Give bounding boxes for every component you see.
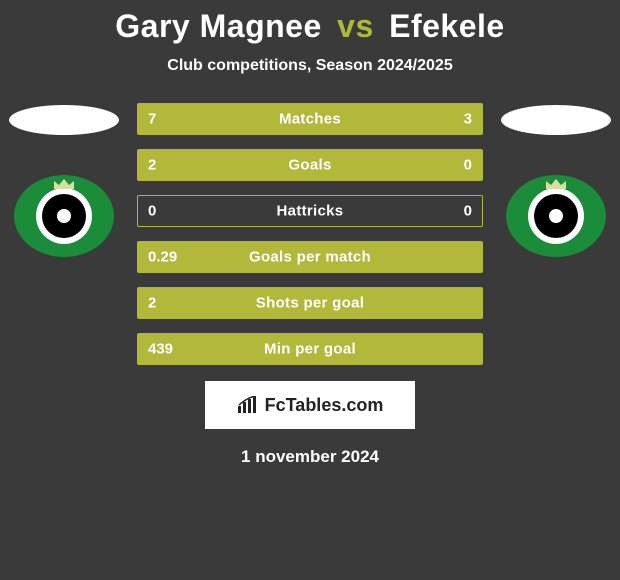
stat-bar-left-value: 0	[148, 203, 156, 220]
stat-bar-row: Shots per goal 2	[137, 287, 483, 319]
main-row: Matches 7 3 Goals 2 0 Hattricks 0 0 Goals per mat…	[0, 103, 620, 365]
attribution-chart-icon	[237, 396, 259, 414]
player2-club-logo	[506, 175, 606, 257]
attribution-text: FcTables.com	[265, 395, 384, 416]
player1-club-logo	[14, 175, 114, 257]
right-player-col	[501, 103, 611, 257]
stat-bar-label: Matches	[279, 111, 341, 128]
stat-bar-label: Goals per match	[249, 249, 371, 266]
stat-bar-right-value: 3	[464, 111, 472, 128]
stat-bar-label: Hattricks	[277, 203, 344, 220]
stat-bar-right-value: 0	[464, 203, 472, 220]
stat-bar-left-value: 0.29	[148, 249, 177, 266]
stat-bar-label: Min per goal	[264, 341, 356, 358]
stat-bar-left-value: 2	[148, 157, 156, 174]
stat-bar-label: Shots per goal	[256, 295, 364, 312]
vs-text: vs	[337, 8, 374, 44]
player2-name: Efekele	[389, 8, 505, 44]
page-title: Gary Magnee vs Efekele	[0, 8, 620, 45]
player1-avatar-placeholder	[9, 105, 119, 135]
player1-name: Gary Magnee	[115, 8, 321, 44]
stat-bar-left-fill	[138, 150, 406, 180]
stat-bar-row: Hattricks 0 0	[137, 195, 483, 227]
stat-bar-left-value: 2	[148, 295, 156, 312]
player2-avatar-placeholder	[501, 105, 611, 135]
stat-bar-label: Goals	[288, 157, 331, 174]
stat-bar-row: Goals per match 0.29	[137, 241, 483, 273]
stat-bars: Matches 7 3 Goals 2 0 Hattricks 0 0 Goals per mat…	[137, 103, 483, 365]
comparison-card: Gary Magnee vs Efekele Club competitions…	[0, 0, 620, 467]
stat-bar-left-value: 7	[148, 111, 156, 128]
left-player-col	[9, 103, 119, 257]
stat-bar-left-fill	[138, 104, 379, 134]
stat-bar-right-value: 0	[464, 157, 472, 174]
stat-bar-row: Goals 2 0	[137, 149, 483, 181]
subtitle: Club competitions, Season 2024/2025	[0, 57, 620, 75]
stat-bar-row: Matches 7 3	[137, 103, 483, 135]
stat-bar-row: Min per goal 439	[137, 333, 483, 365]
date-text: 1 november 2024	[0, 447, 620, 467]
stat-bar-left-value: 439	[148, 341, 173, 358]
attribution-badge: FcTables.com	[205, 381, 415, 429]
